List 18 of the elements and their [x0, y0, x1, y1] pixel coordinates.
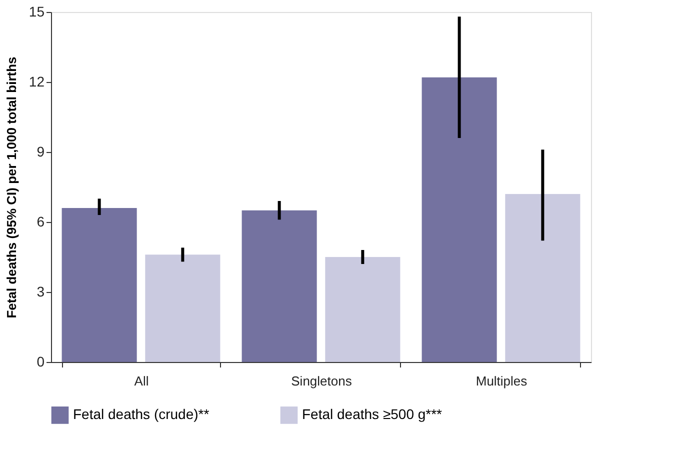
- bar: [505, 194, 580, 362]
- y-tick-label: 6: [36, 214, 45, 230]
- y-axis-title: Fetal deaths (95% CI) per 1,000 total births: [4, 56, 19, 318]
- bar: [325, 257, 400, 362]
- y-tick-label: 9: [36, 144, 45, 160]
- legend-label: Fetal deaths ≥500 g***: [302, 406, 443, 422]
- x-tick-label: Singletons: [291, 374, 352, 388]
- y-tick-label: 0: [36, 354, 45, 370]
- x-tick-label: All: [134, 374, 149, 388]
- x-tick-label: Multiples: [476, 374, 528, 388]
- legend-label: Fetal deaths (crude)**: [73, 406, 210, 422]
- y-tick-label: 15: [28, 4, 45, 20]
- bar: [422, 77, 497, 362]
- y-tick-label: 3: [36, 284, 45, 300]
- bar: [145, 254, 220, 362]
- bar: [62, 208, 137, 362]
- y-tick-label: 12: [28, 74, 45, 90]
- bar: [242, 210, 317, 362]
